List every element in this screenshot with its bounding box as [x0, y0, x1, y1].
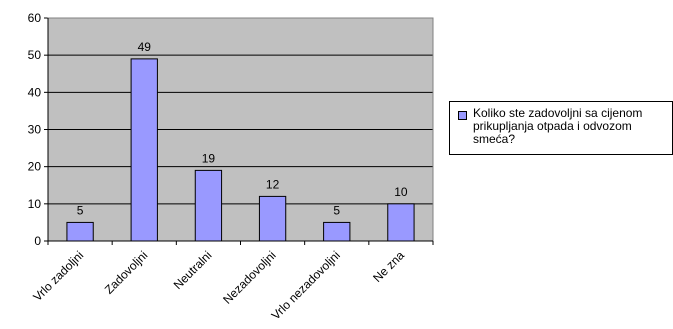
- y-tick-label: 30: [28, 123, 42, 137]
- y-tick-label: 40: [28, 85, 42, 99]
- y-tick-label: 50: [28, 48, 42, 62]
- data-label: 10: [394, 185, 408, 199]
- x-tick-label: Ne zna: [370, 248, 407, 285]
- bar: [130, 58, 158, 242]
- x-tick-label: Neutralni: [171, 248, 215, 292]
- y-tick-label: 0: [34, 234, 41, 248]
- bar: [258, 195, 287, 242]
- data-label: 5: [333, 203, 340, 217]
- bar: [66, 221, 94, 242]
- x-tick-label: Nezadovoljni: [220, 248, 278, 306]
- y-tick-label: 20: [28, 160, 42, 174]
- x-tick-label: Vrlo nezadovoljni: [269, 248, 343, 322]
- legend-label: Koliko ste zadovoljni sa cijenom prikupl…: [473, 106, 643, 146]
- data-label: 5: [77, 203, 84, 217]
- x-tick-label: Vrlo zadoljni: [30, 248, 86, 304]
- bar: [194, 169, 223, 242]
- legend-swatch: [458, 111, 467, 120]
- data-label: 49: [138, 40, 152, 54]
- legend: Koliko ste zadovoljni sa cijenom prikupl…: [449, 101, 673, 155]
- y-tick-label: 10: [28, 197, 42, 211]
- bar: [323, 221, 351, 242]
- x-tick-label: Zadovoljni: [102, 248, 151, 297]
- bar: [387, 203, 415, 242]
- data-label: 12: [266, 177, 280, 191]
- y-tick-label: 60: [28, 11, 42, 25]
- data-label: 19: [202, 151, 216, 165]
